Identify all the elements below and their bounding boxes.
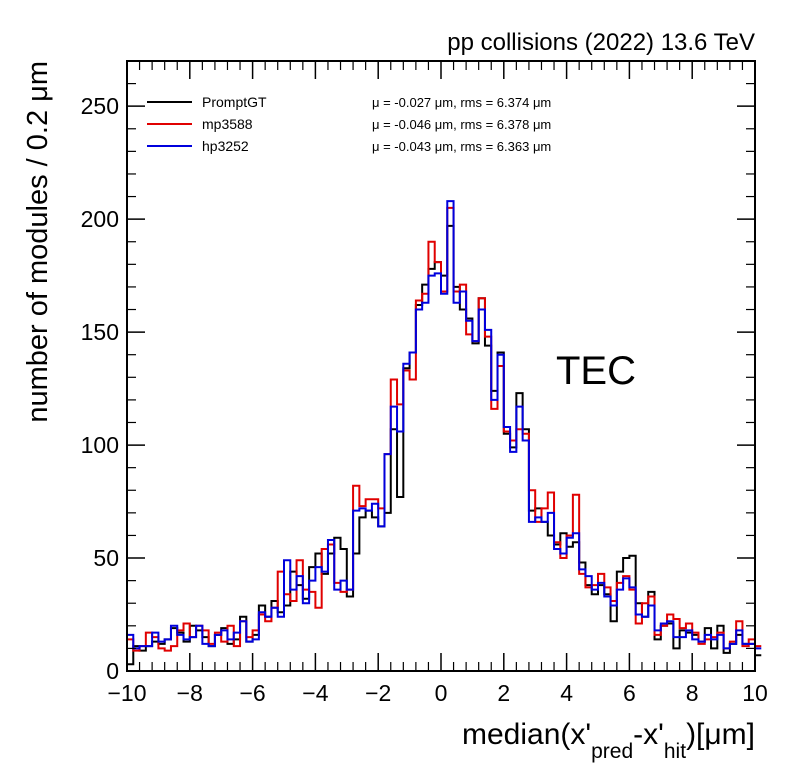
y-tick-label: 50 bbox=[93, 545, 119, 571]
y-tick-label: 150 bbox=[81, 319, 119, 345]
series-line-hp3252 bbox=[127, 200, 762, 650]
region-annotation: TEC bbox=[556, 349, 636, 393]
x-axis-title-base: median(x' bbox=[462, 718, 591, 751]
y-axis-title: number of modules / 0.2 μm bbox=[22, 61, 54, 423]
x-axis-title-sub-hit: hit bbox=[664, 740, 686, 763]
x-axis-title-sub-pred: pred bbox=[591, 740, 633, 763]
x-axis: −10 −8 −6 −4 −2 0 2 4 6 8 10 bbox=[107, 61, 768, 706]
legend-stats: μ = -0.027 μm, rms = 6.374 μm bbox=[372, 95, 551, 110]
x-tick-label: 6 bbox=[623, 680, 636, 706]
legend-stats: μ = -0.046 μm, rms = 6.378 μm bbox=[372, 117, 551, 132]
x-tick-label: −6 bbox=[239, 680, 265, 706]
series-layer bbox=[127, 200, 762, 666]
x-axis-title-tail: )[μm] bbox=[686, 718, 755, 751]
y-tick-label: 100 bbox=[81, 432, 119, 458]
x-tick-label: 10 bbox=[742, 680, 768, 706]
legend-label: PromptGT bbox=[202, 94, 267, 110]
legend-stats: μ = -0.043 μm, rms = 6.363 μm bbox=[372, 139, 551, 154]
y-axis: 0 50 100 150 200 250 bbox=[81, 82, 755, 684]
x-tick-label: −10 bbox=[107, 680, 146, 706]
series-hp3252 bbox=[127, 200, 762, 650]
legend: PromptGT μ = -0.027 μm, rms = 6.374 μm mp3… bbox=[147, 94, 551, 154]
chart-header: pp collisions (2022) 13.6 TeV bbox=[447, 29, 755, 56]
legend-entry-hp3252: hp3252 μ = -0.043 μm, rms = 6.363 μm bbox=[147, 138, 551, 154]
y-tick-label: 0 bbox=[106, 658, 119, 684]
x-tick-label: 4 bbox=[560, 680, 573, 706]
x-axis-title-mid: -x' bbox=[633, 718, 664, 751]
x-tick-label: 8 bbox=[686, 680, 699, 706]
x-tick-label: −2 bbox=[365, 680, 391, 706]
y-tick-label: 250 bbox=[81, 93, 119, 119]
legend-label: mp3588 bbox=[202, 116, 253, 132]
legend-entry-PromptGT: PromptGT μ = -0.027 μm, rms = 6.374 μm bbox=[147, 94, 551, 110]
x-tick-label: −4 bbox=[302, 680, 328, 706]
y-tick-label: 200 bbox=[81, 206, 119, 232]
x-tick-label: −8 bbox=[177, 680, 203, 706]
x-tick-label: 2 bbox=[497, 680, 510, 706]
x-axis-title: median(x'pred-x'hit)[μm] bbox=[462, 718, 755, 763]
legend-label: hp3252 bbox=[202, 138, 249, 154]
x-tick-label: 0 bbox=[435, 680, 448, 706]
legend-entry-mp3588: mp3588 μ = -0.046 μm, rms = 6.378 μm bbox=[147, 116, 551, 132]
